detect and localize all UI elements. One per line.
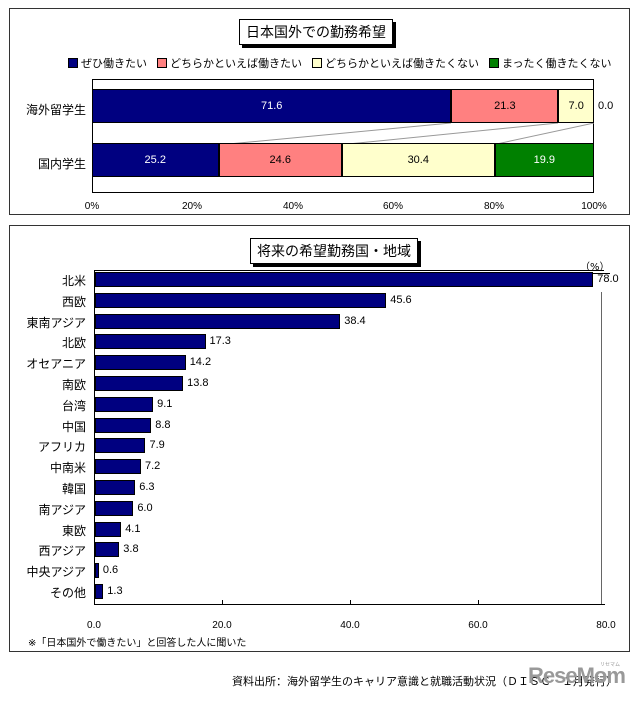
- bar: [95, 292, 387, 308]
- bar-segment: 30.4: [341, 143, 495, 177]
- x-tick-label: 20%: [181, 201, 203, 212]
- top-chart-legend: ぜひ働きたい どちらかといえば働きたい どちらかといえば働きたくない まったく働…: [68, 55, 612, 71]
- value-label: 17.3: [209, 335, 231, 348]
- top-rule: [94, 270, 604, 271]
- bar: [95, 584, 104, 599]
- x-tick-label: 40%: [282, 201, 304, 212]
- legend-swatch-icon: [312, 58, 322, 68]
- bar-segment: 19.9: [494, 143, 594, 177]
- value-label: 9.1: [157, 397, 173, 410]
- x-axis-tick: [350, 600, 351, 604]
- bar: [95, 542, 120, 558]
- category-label: アフリカ: [37, 440, 86, 455]
- value-label: 13.8: [187, 377, 209, 389]
- x-axis-tick: [222, 600, 223, 604]
- bar: [95, 521, 122, 537]
- bar: [95, 355, 186, 371]
- x-tick-label: 100%: [581, 201, 607, 212]
- x-tick-label: 80.0: [596, 620, 616, 631]
- bar: [95, 334, 206, 350]
- category-label: 韓国: [61, 482, 86, 496]
- x-tick-label: 60.0: [468, 620, 488, 631]
- top-plot-area: [92, 79, 594, 193]
- legend-item: どちらかといえば働きたい: [157, 55, 302, 71]
- value-label: 1.3: [107, 585, 123, 597]
- bar: [95, 417, 152, 433]
- x-tick-label: 20.0: [212, 620, 232, 631]
- bar: [95, 272, 594, 287]
- value-label: 14.2: [189, 356, 212, 369]
- legend-item: まったく働きたくない: [489, 55, 612, 71]
- category-label: 西アジア: [38, 544, 86, 559]
- bar: [95, 396, 154, 412]
- outside-value-label: 0.0: [598, 100, 614, 112]
- x-tick-label: 80%: [483, 201, 505, 212]
- bar: [95, 563, 99, 579]
- bar: [95, 500, 134, 516]
- bar-segment: 21.3: [451, 89, 559, 123]
- bottom-chart-title: 将来の希望勤務国・地域: [250, 238, 418, 264]
- category-label: 北米: [61, 274, 86, 288]
- bar: [95, 313, 341, 329]
- category-label: 中央アジア: [26, 565, 86, 580]
- category-label: 西欧: [61, 294, 86, 309]
- value-label: 7.2: [144, 460, 161, 473]
- series-connector-lines: [217, 123, 594, 145]
- value-label: 0.6: [102, 564, 119, 577]
- source-citation: 資料出所：海外留学生のキャリア意識と就職活動状況（ＤＩＳＣ １月発行）: [232, 675, 617, 688]
- category-label: 東欧: [61, 523, 86, 538]
- x-tick-label: 40.0: [340, 620, 360, 631]
- category-label: 南アジア: [38, 502, 86, 517]
- bar-segment: 71.6: [92, 89, 452, 123]
- y-axis-line: [94, 270, 95, 605]
- x-axis-tick: [478, 600, 479, 604]
- bar-segment: 25.2: [92, 143, 219, 177]
- logo-ruby: リセマム: [600, 662, 621, 668]
- bar: [95, 480, 136, 495]
- legend-swatch-icon: [157, 58, 167, 68]
- legend-swatch-icon: [68, 58, 78, 68]
- top-chart-title: 日本国外での勤務希望: [239, 19, 393, 45]
- value-label: 6.0: [137, 501, 153, 514]
- bar: [95, 376, 184, 391]
- category-label: オセアニア: [26, 357, 86, 372]
- unit-label: （%）: [580, 258, 610, 274]
- category-label: その他: [49, 586, 86, 600]
- stacked-bar-row: 71.6 21.3 7.0: [92, 89, 594, 123]
- stacked-bar-row: 25.2 24.6 30.4 19.9: [92, 143, 594, 177]
- value-label: 4.1: [125, 522, 141, 535]
- value-label: 3.8: [123, 543, 139, 556]
- value-label: 45.6: [390, 293, 412, 306]
- x-axis-line: [94, 604, 605, 605]
- x-tick-label: 60%: [382, 201, 404, 212]
- category-label: 南欧: [61, 378, 86, 392]
- x-tick-label: 0%: [84, 201, 100, 212]
- value-label: 8.8: [155, 418, 171, 431]
- top-chart-panel: 日本国外での勤務希望 ぜひ働きたい どちらかといえば働きたい どちらかといえば働…: [9, 8, 630, 215]
- value-label: 78.0: [597, 273, 619, 285]
- bar-segment: 7.0: [558, 89, 594, 123]
- bottom-chart-panel: 将来の希望勤務国・地域 （%） 北米 78.0 西欧 45.6 東南アジア 38.4 北欧 1…: [9, 225, 630, 652]
- legend-item: ぜひ働きたい: [68, 55, 147, 71]
- bar: [95, 438, 146, 454]
- right-rule: [601, 292, 602, 604]
- bar-segment: 24.6: [218, 143, 342, 177]
- category-label: 中国: [61, 419, 86, 434]
- bar: [95, 459, 141, 475]
- footnote: ※「日本国外で働きたい」と回答した人に聞いた: [28, 638, 247, 649]
- category-label: 東南アジア: [26, 315, 86, 330]
- value-label: 7.9: [149, 439, 165, 452]
- legend-item: どちらかといえば働きたくない: [312, 55, 479, 71]
- category-label: 中南米: [49, 461, 86, 476]
- legend-swatch-icon: [489, 58, 499, 68]
- category-label: 海外留学生: [25, 103, 86, 117]
- x-tick-label: 0.0: [87, 620, 101, 631]
- category-label: 台湾: [61, 398, 86, 413]
- category-label: 国内学生: [37, 157, 86, 171]
- value-label: 38.4: [344, 314, 366, 327]
- resemom-logo: ReseMom: [528, 663, 626, 688]
- value-label: 6.3: [139, 481, 155, 493]
- category-label: 北欧: [61, 336, 86, 351]
